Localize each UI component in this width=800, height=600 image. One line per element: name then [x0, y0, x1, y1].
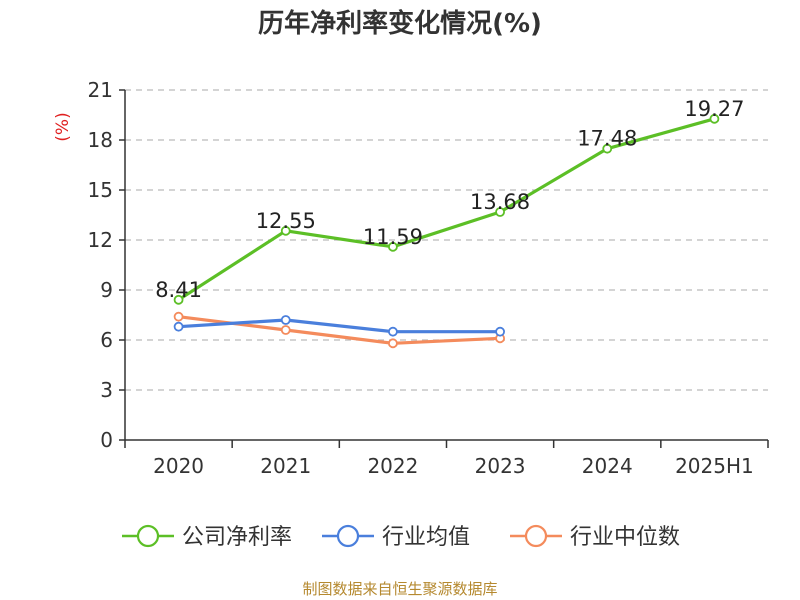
source-note: 制图数据来自恒生聚源数据库	[302, 580, 498, 598]
legend-swatch-marker	[136, 524, 160, 548]
y-tick-label: 6	[100, 328, 113, 352]
legend-swatch-marker	[336, 524, 360, 548]
data-point-industry_median	[280, 325, 291, 335]
data-point-industry_avg	[388, 326, 398, 337]
x-tick-label: 2021	[260, 454, 311, 478]
x-tick-label: 2022	[367, 454, 418, 478]
y-tick-label: 18	[88, 128, 113, 152]
data-label: 11.59	[363, 225, 423, 249]
series-line-industry_avg	[178, 318, 501, 334]
y-tick-label: 12	[88, 228, 113, 252]
legend-label: 行业中位数	[570, 525, 680, 550]
data-point-company	[388, 241, 398, 252]
y-tick-label: 21	[88, 78, 113, 102]
series-industry_median	[173, 311, 505, 349]
x-tick-label: 2024	[582, 454, 633, 478]
data-label: 12.55	[256, 209, 316, 233]
axes: 0 3 6 9 12 15 18 21 2020 2021 2022 2023 2024 2025H1	[88, 78, 769, 478]
data-point-industry_median	[173, 311, 184, 322]
legend-label: 行业均值	[382, 525, 470, 550]
legend-item-company: 公司净利率	[122, 524, 292, 550]
legend: 公司净利率 行业均值 行业中位数	[122, 524, 680, 550]
series-industry_avg	[173, 315, 505, 337]
y-tick-label: 3	[100, 378, 113, 402]
series-line-industry_median	[178, 315, 501, 345]
legend-swatch-marker	[524, 524, 548, 548]
data-point-company	[602, 143, 613, 154]
x-tick-label: 2020	[153, 454, 204, 478]
data-point-industry_avg	[495, 326, 505, 337]
data-point-company	[495, 207, 505, 217]
data-label: 13.68	[470, 190, 530, 214]
legend-label: 公司净利率	[182, 525, 292, 550]
y-tick-label: 15	[88, 178, 113, 202]
legend-item-industry_avg: 行业均值	[322, 524, 470, 550]
data-label: 8.41	[155, 278, 202, 302]
data-label: 17.48	[577, 127, 637, 151]
y-axis-unit-label: (%)	[53, 112, 73, 141]
data-point-company	[709, 113, 720, 124]
y-tick-label: 9	[100, 278, 113, 302]
data-labels: 8.41 12.55 11.59 13.68 17.48 19.27	[155, 97, 744, 302]
series-company	[173, 113, 720, 305]
series-layer	[173, 113, 720, 349]
gridlines	[125, 89, 768, 391]
data-point-industry_avg	[173, 321, 184, 332]
data-point-industry_median	[388, 338, 398, 349]
data-label: 19.27	[684, 97, 744, 121]
data-point-industry_avg	[280, 315, 291, 325]
legend-item-industry_median: 行业中位数	[510, 524, 680, 550]
series-line-company	[177, 117, 715, 302]
x-tick-label: 2023	[475, 454, 526, 478]
data-point-company	[173, 294, 184, 305]
data-point-company	[280, 225, 291, 236]
chart-title: 历年净利率变化情况(%)	[258, 9, 542, 39]
x-tick-label: 2025H1	[675, 454, 754, 478]
y-tick-label: 0	[100, 428, 113, 452]
